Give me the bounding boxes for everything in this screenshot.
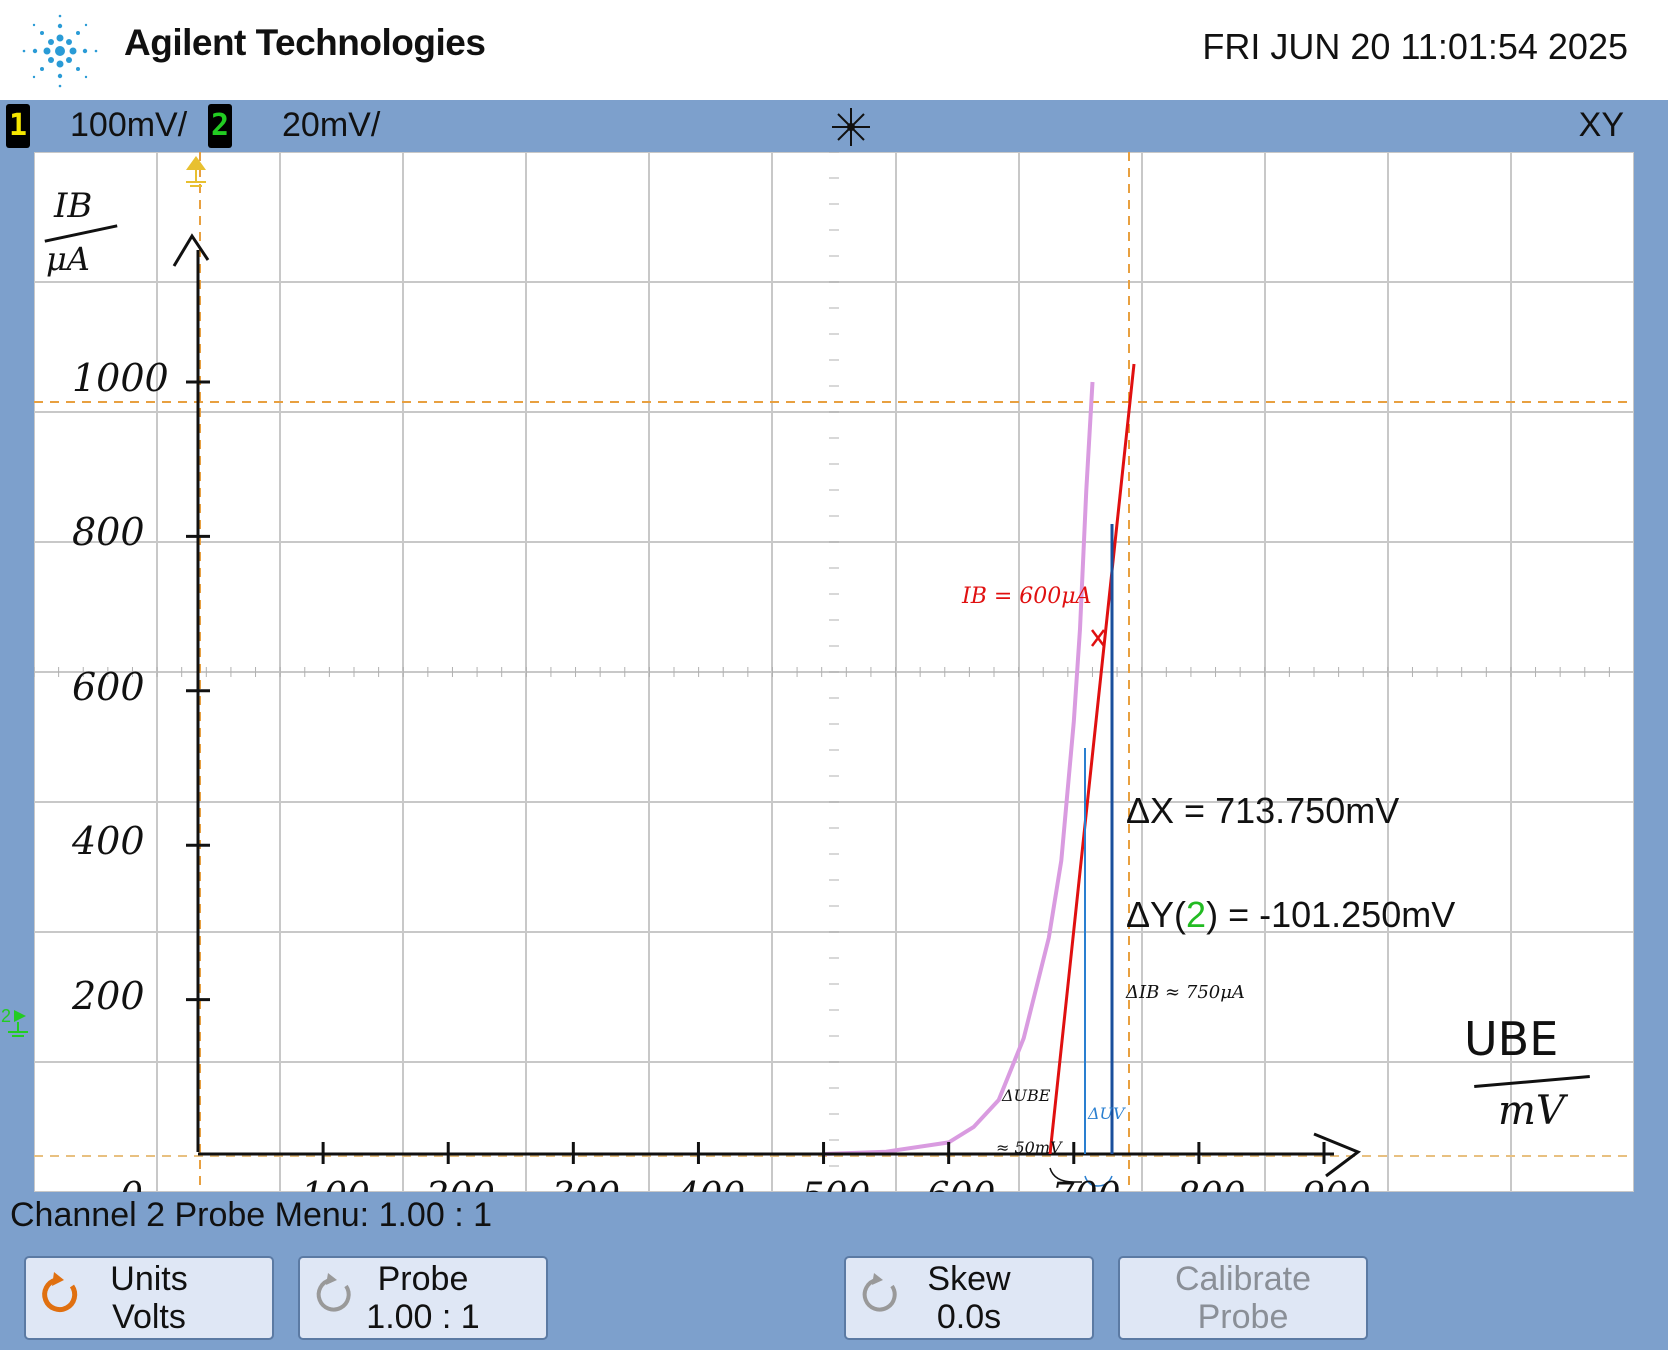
calibrate-probe-softkey[interactable]: Calibrate Probe [1118,1256,1368,1340]
delta-ube-value: ≈ 50mV [996,1138,1062,1157]
date-time: FRI JUN 20 11:01:54 2025 [1202,26,1628,67]
channel-bar: 1 100mV/ 2 20mV/ XY [0,100,1668,152]
rotate-knob-icon [316,1273,351,1312]
x-axis-label-top: UBE [1464,1012,1559,1066]
delta-ib-label: ΔIB ≈ 750μA [1126,982,1245,1003]
probe-label: Probe [377,1260,469,1298]
rotate-knob-icon [42,1272,78,1313]
cursor-delta-y-readout: ΔY(2) = -101.250mV [1126,894,1455,936]
channel-1-badge[interactable]: 1 [6,104,30,148]
y-axis-label-bottom: μA [46,240,90,278]
y-tick-label: 400 [72,819,145,864]
skew-label: Skew [927,1260,1011,1298]
xy-trace [823,381,1095,1156]
trigger-spark-icon [832,108,870,146]
y-tick-label: 1000 [72,356,169,400]
calibrate-line-1: Calibrate [1174,1260,1312,1298]
x-axis-arrow-icon [1313,1132,1362,1178]
delta-y-channel: 2 [1186,894,1207,935]
softkey-bar [0,1192,1668,1350]
calibrate-line-2: Probe [1197,1298,1289,1336]
units-softkey[interactable]: Units Volts [24,1256,274,1340]
ch2-ground-marker-icon: 2 [1,1006,28,1037]
rotate-knob-icon [862,1273,897,1312]
delta-ube-bracket [1049,1167,1082,1183]
operating-point-marker-icon [1091,629,1105,647]
skew-value: 0.0s [936,1298,1002,1336]
operating-point-label: IB = 600μA [962,584,1092,609]
menu-title: Channel 2 Probe Menu: 1.00 : 1 [10,1196,492,1234]
delta-y-prefix: ΔY( [1126,894,1187,935]
delta-y-suffix: ) = -101.250mV [1206,894,1456,935]
units-label: Units [110,1260,188,1298]
delta-ube-label: ΔUBE [1002,1086,1051,1105]
skew-softkey[interactable]: Skew 0.0s [844,1256,1094,1340]
channel-1-scale: 100mV/ [70,106,188,144]
y-tick-label: 600 [72,664,145,709]
ch1-ground-marker-icon [186,156,206,187]
y-tick-label: 800 [72,510,145,555]
svg-text:2: 2 [1,1006,11,1026]
delta-uv-label: ΔUV [1088,1104,1125,1123]
display-mode: XY [1578,106,1624,144]
channel-2-badge[interactable]: 2 [208,104,232,148]
header: Agilent Technologies FRI JUN 20 11:01:54… [0,0,1668,100]
units-value: Volts [112,1298,186,1336]
y-axis-label-top: IB [54,186,93,226]
channel-2-scale: 20mV/ [282,106,381,144]
cursor-delta-x-readout: ΔX = 713.750mV [1126,790,1400,831]
brand-name: Agilent Technologies [124,22,486,63]
y-tick-label: 200 [72,973,145,1018]
y-axis-arrow-icon [172,233,210,267]
delta-uv-bracket [1084,1175,1113,1187]
probe-softkey[interactable]: Probe 1.00 : 1 [298,1256,548,1340]
graticule-grid [34,152,1634,1192]
tangent-line [1048,363,1136,1155]
x-axis-label-bottom: mV [1498,1088,1565,1134]
agilent-spark-logo-icon [22,14,98,88]
probe-value: 1.00 : 1 [366,1298,480,1336]
